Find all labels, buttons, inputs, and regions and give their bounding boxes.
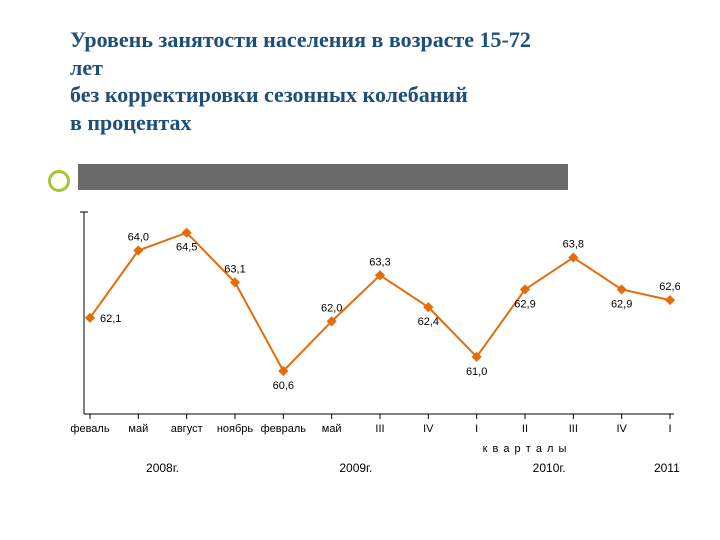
- title-line-3: в процентах: [70, 110, 191, 135]
- x-tick-label: II: [522, 423, 528, 435]
- data-label: 63,1: [224, 263, 245, 275]
- series-marker: [666, 296, 675, 305]
- data-label: 63,8: [563, 239, 584, 251]
- x-tick-label: IV: [423, 423, 434, 435]
- title-line-1: лет: [70, 55, 103, 80]
- x-tick-label: февраль: [261, 423, 307, 435]
- year-label: 2009г.: [339, 461, 372, 475]
- x-tick-label: май: [128, 423, 148, 435]
- data-label: 64,5: [176, 242, 197, 254]
- title-line-2: без корректировки сезонных колебаний: [70, 82, 468, 107]
- slide-title: Уровень занятости населения в возрасте 1…: [70, 26, 670, 136]
- data-label: 63,3: [369, 256, 390, 268]
- data-label: 62,0: [321, 302, 342, 314]
- year-label: 2010г.: [533, 461, 566, 475]
- x-tick-label: феваль: [70, 423, 109, 435]
- data-label: 62,1: [100, 313, 121, 325]
- x-tick-label: III: [569, 423, 578, 435]
- data-label: 62,6: [659, 281, 680, 293]
- x-tick-label: ноябрь: [217, 423, 254, 435]
- quarters-label: к в а р т а л ы: [483, 443, 568, 455]
- data-label: 60,6: [273, 380, 294, 392]
- body-placeholder-bar: [78, 164, 568, 190]
- x-tick-label: IV: [616, 423, 627, 435]
- data-label: 62,4: [418, 316, 439, 328]
- x-tick-label: май: [322, 423, 342, 435]
- employment-line-chart: февальмайавгустноябрьфевральмайIIIIVIIII…: [60, 210, 680, 510]
- bullet-marker: [48, 170, 70, 192]
- x-tick-label: август: [171, 423, 203, 435]
- x-tick-label: I: [668, 423, 671, 435]
- data-label: 61,0: [466, 366, 487, 378]
- year-label: 2011г.: [654, 461, 680, 475]
- data-label: 62,9: [611, 298, 632, 310]
- year-label: 2008г.: [146, 461, 179, 475]
- data-label: 64,0: [128, 231, 149, 243]
- x-tick-label: III: [375, 423, 384, 435]
- data-label: 62,9: [514, 298, 535, 310]
- title-line-0: Уровень занятости населения в возрасте 1…: [70, 27, 531, 52]
- x-tick-label: I: [475, 423, 478, 435]
